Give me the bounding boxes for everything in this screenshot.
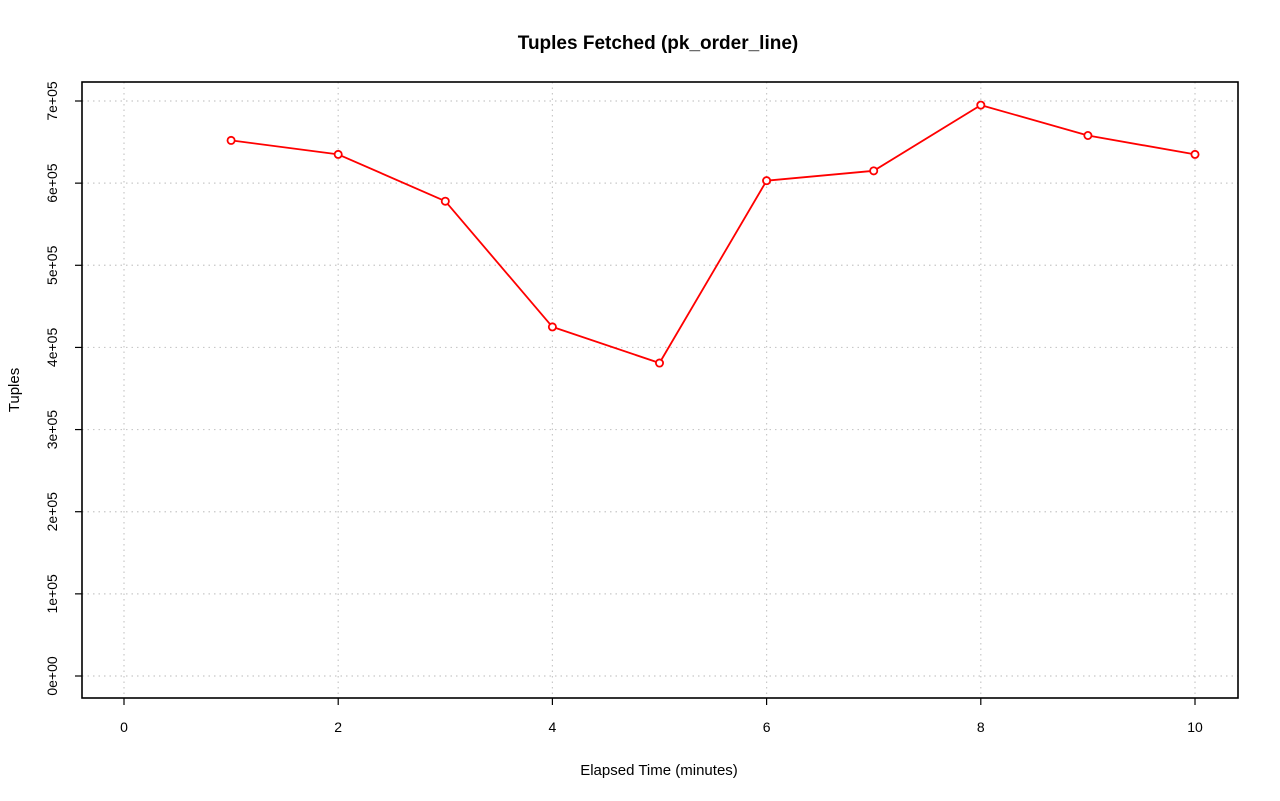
x-tick-label: 2 [334,719,342,735]
y-tick-label: 7e+05 [44,81,60,121]
chart-title: Tuples Fetched (pk_order_line) [518,33,798,54]
y-axis: 0e+00 1e+05 2e+05 3e+05 4e+05 5e+05 6e+05 7e+05 [44,81,82,696]
data-point [440,196,450,206]
y-tick-label: 4e+05 [44,328,60,368]
data-point [547,322,557,332]
series-line [230,104,1196,364]
x-axis-label: Elapsed Time (minutes) [580,762,738,779]
y-tick-label: 6e+05 [44,163,60,203]
data-point [226,135,236,145]
x-tick-label: 8 [977,719,985,735]
x-tick-label: 6 [763,719,771,735]
data-point [869,166,879,176]
series-layer [226,100,1200,368]
plot-frame [81,81,1239,699]
data-point [1083,130,1093,140]
x-tick-label: 4 [549,719,557,735]
y-tick-label: 0e+00 [44,656,60,696]
x-axis: 0 2 4 6 8 10 [120,698,1203,735]
data-point [655,358,665,368]
x-tick-label: 10 [1187,719,1203,735]
y-tick-label: 3e+05 [44,410,60,450]
x-tick-label: 0 [120,719,128,735]
data-point [976,100,986,110]
y-tick-label: 2e+05 [44,492,60,532]
y-tick-label: 5e+05 [44,245,60,285]
y-tick-label: 1e+05 [44,574,60,614]
y-axis-label: Tuples [6,368,23,412]
data-point [1190,149,1200,159]
data-point [333,149,343,159]
grid [82,82,1238,698]
data-point [762,176,772,186]
